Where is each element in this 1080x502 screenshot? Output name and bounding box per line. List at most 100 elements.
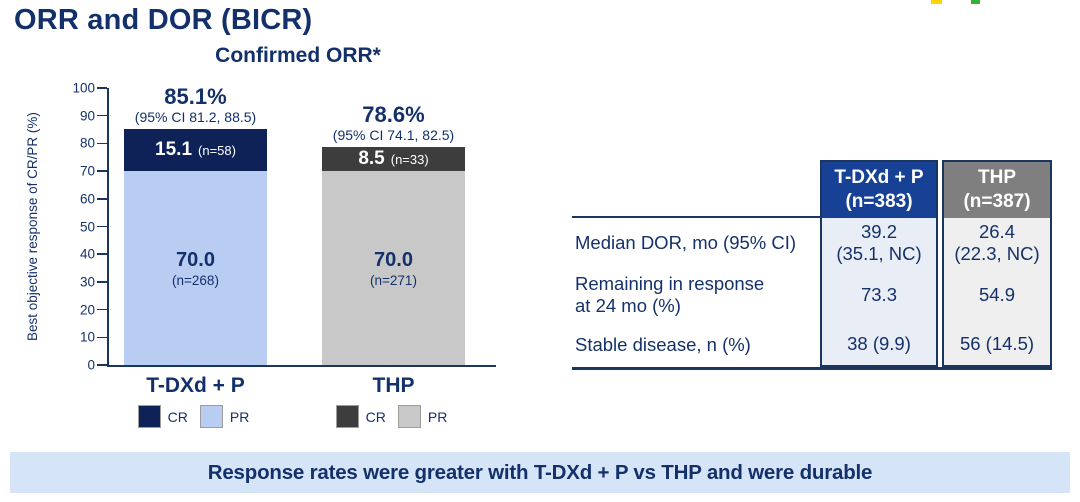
page-title: ORR and DOR (BICR): [14, 4, 313, 36]
dor-table-column-thp: THP (n=387) 26.4 (22.3, NC) 54.9 56 (14.…: [942, 160, 1052, 367]
pr-n-label: (n=271): [370, 272, 417, 288]
row-label-line: Stable disease, n (%): [575, 333, 751, 355]
cell-line: (22.3, NC): [954, 243, 1040, 264]
confidence-interval: (95% CI 81.2, 88.5): [134, 109, 257, 125]
takeaway-banner: Response rates were greater with T-DXd +…: [10, 452, 1070, 493]
y-tick-label: 90: [79, 108, 95, 124]
bar-segment-pr: 70.0 (n=268): [124, 171, 267, 365]
x-axis-group-label: THP: [372, 374, 415, 397]
table-cell: 54.9: [944, 268, 1050, 322]
table-cell: 26.4 (22.3, NC): [944, 218, 1050, 268]
y-tick-label: 60: [79, 191, 95, 207]
y-tick-label: 0: [87, 357, 95, 373]
cell-line: (35.1, NC): [836, 243, 922, 264]
y-tick-mark: [97, 336, 107, 339]
legend-swatch-cr: [335, 405, 359, 428]
total-percent: 85.1%: [164, 84, 227, 109]
dor-table-column-tdxd-p: T-DXd + P (n=383) 39.2 (35.1, NC) 73.3 3…: [820, 160, 938, 367]
y-tick-label: 70: [79, 163, 95, 179]
bar-segment-pr: 70.0 (n=271): [322, 171, 465, 365]
cr-n-label: (n=58): [198, 142, 236, 158]
y-tick-mark: [97, 87, 107, 89]
legend-swatch-pr: [199, 405, 223, 428]
cell-line: 26.4: [978, 221, 1015, 242]
logo-fragment-yellow: [931, 0, 942, 4]
stacked-bar-t-dxd-p: 15.1 (n=58) 70.0 (n=268): [124, 129, 267, 365]
dor-table: Median DOR, mo (95% CI) Remaining in res…: [572, 160, 1052, 370]
x-axis-group-label: T-DXd + P: [146, 374, 245, 397]
dor-table-header-thp: THP (n=387): [944, 162, 1050, 218]
y-tick-mark: [97, 308, 107, 311]
takeaway-text: Response rates were greater with T-DXd +…: [207, 460, 873, 484]
dor-table-label-header-spacer: [572, 160, 820, 218]
y-tick-label: 80: [79, 135, 95, 151]
total-percent: 78.6%: [362, 102, 425, 127]
cr-value-label: 15.1: [155, 139, 193, 160]
y-axis-line: [107, 88, 109, 367]
pr-value-label: 70.0: [374, 248, 413, 271]
stacked-bar-thp: 8.5 (n=33) 70.0 (n=271): [322, 147, 465, 365]
chart-title: Confirmed ORR*: [215, 44, 381, 67]
cell-line: 38 (9.9): [847, 332, 911, 354]
y-tick-label: 10: [79, 329, 95, 345]
header-line: THP: [978, 167, 1016, 188]
table-cell: 73.3: [822, 268, 936, 322]
y-tick-label: 30: [79, 274, 95, 290]
dor-table-row-label: Median DOR, mo (95% CI): [572, 218, 820, 268]
y-tick-mark: [97, 198, 107, 200]
row-label-line: Remaining in response: [575, 273, 765, 294]
x-axis-line: [107, 364, 496, 367]
pr-value-label: 70.0: [176, 248, 215, 271]
table-cell: 56 (14.5): [944, 322, 1050, 365]
legend-item: CR: [137, 405, 188, 428]
confidence-interval: (95% CI 74.1, 82.5): [332, 127, 455, 143]
legend-item: PR: [397, 405, 448, 428]
y-tick-label: 20: [79, 302, 95, 318]
legend-label: PR: [427, 408, 448, 425]
cell-line: 54.9: [978, 284, 1015, 305]
y-tick-mark: [97, 114, 107, 117]
dor-table-header-tdxd-p: T-DXd + P (n=383): [822, 162, 936, 218]
legend-label: CR: [167, 408, 188, 425]
legend-label: PR: [229, 408, 250, 425]
y-tick-label: 100: [72, 80, 95, 96]
dor-table-row-labels: Median DOR, mo (95% CI) Remaining in res…: [572, 160, 820, 367]
y-axis-title: Best objective response of CR/PR (%): [25, 112, 40, 341]
dor-table-bottom-rule: [572, 367, 1052, 370]
legend-swatch-cr: [137, 405, 161, 428]
y-tick-mark: [97, 142, 107, 145]
dor-table-row-label: Stable disease, n (%): [572, 322, 820, 367]
y-tick-mark: [97, 225, 107, 228]
table-cell: 38 (9.9): [822, 322, 936, 365]
y-tick-label: 40: [79, 246, 95, 262]
row-label-line: Median DOR, mo (95% CI): [575, 232, 797, 253]
header-line: (n=387): [963, 191, 1031, 212]
bar-total-label: 85.1% (95% CI 81.2, 88.5): [96, 84, 296, 126]
bar-total-label: 78.6% (95% CI 74.1, 82.5): [294, 102, 494, 144]
dor-table-row-label: Remaining in response at 24 mo (%): [572, 268, 820, 322]
legend-item: PR: [199, 405, 250, 428]
y-tick-mark: [97, 364, 107, 366]
row-label-line: at 24 mo (%): [575, 295, 681, 316]
legend-item: CR: [335, 405, 386, 428]
cr-value-label: 8.5: [358, 148, 385, 169]
cell-line: 56 (14.5): [959, 332, 1035, 354]
y-tick-mark: [97, 281, 107, 283]
bar-segment-cr: 15.1 (n=58): [124, 129, 267, 171]
bar-segment-cr: 8.5 (n=33): [322, 147, 465, 171]
legend-swatch-pr: [397, 405, 421, 428]
header-line: (n=383): [845, 191, 913, 212]
legend-label: CR: [365, 408, 386, 425]
y-tick-label: 50: [79, 219, 95, 234]
header-line: T-DXd + P: [834, 167, 924, 188]
cr-n-label: (n=33): [390, 151, 429, 167]
pr-n-label: (n=268): [172, 272, 219, 288]
legend: CR PR: [99, 405, 289, 428]
y-tick-mark: [97, 253, 107, 255]
legend: CR PR: [297, 405, 487, 428]
table-cell: 39.2 (35.1, NC): [822, 218, 936, 268]
cell-line: 73.3: [860, 284, 897, 305]
cell-line: 39.2: [860, 221, 897, 242]
y-tick-mark: [97, 170, 107, 172]
